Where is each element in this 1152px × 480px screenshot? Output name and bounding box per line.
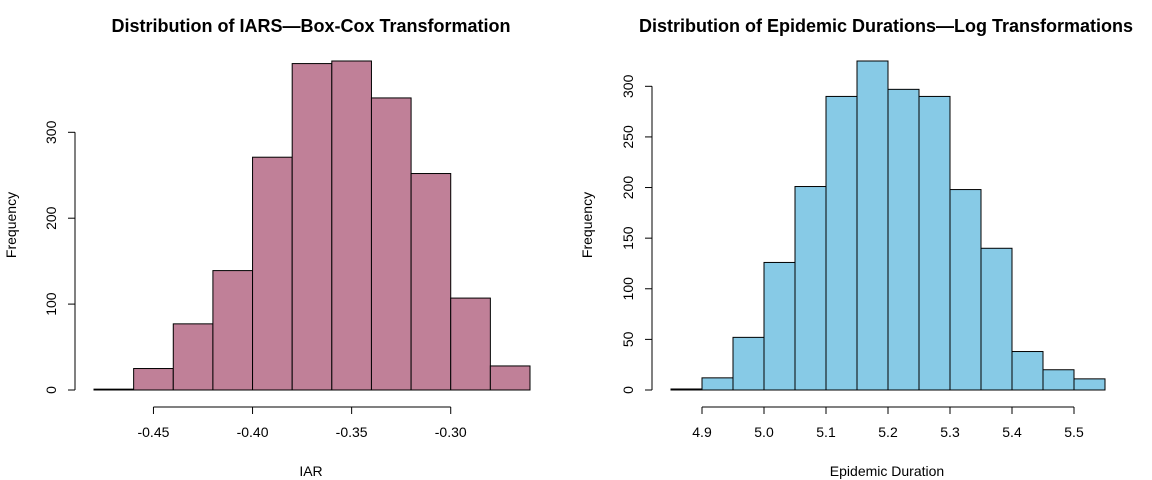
duration-bar-5 bbox=[825, 95, 858, 391]
duration-bar-8 bbox=[918, 95, 951, 391]
duration-y-tick-label-6: 300 bbox=[620, 74, 636, 98]
duration-x-axis-label: Epidemic Duration bbox=[830, 463, 944, 479]
iar-y-tick-label-0: 0 bbox=[43, 386, 59, 394]
iar-x-axis-label: IAR bbox=[299, 463, 322, 479]
iar-x-tick-label-1: -0.40 bbox=[237, 424, 269, 440]
iar-x-axis: -0.45 -0.40 -0.35 -0.30 bbox=[137, 406, 467, 440]
iar-bars bbox=[93, 60, 531, 391]
duration-x-tick-label-5: 5.4 bbox=[1002, 424, 1022, 440]
duration-histogram-panel: Distribution of Epidemic Durations—Log T… bbox=[579, 16, 1133, 479]
duration-bars bbox=[670, 60, 1106, 391]
iar-y-tick-label-3: 300 bbox=[43, 120, 59, 144]
duration-y-axis: 0 50 100 150 200 250 300 bbox=[620, 74, 653, 394]
duration-bar-3 bbox=[763, 261, 796, 391]
duration-bar-12 bbox=[1042, 369, 1075, 391]
iar-bar-1 bbox=[133, 368, 174, 391]
iar-bar-10 bbox=[489, 365, 531, 391]
duration-bar-6 bbox=[856, 60, 889, 391]
duration-y-tick-label-1: 50 bbox=[620, 331, 636, 347]
duration-bar-1 bbox=[701, 377, 734, 391]
iar-bar-2 bbox=[172, 323, 214, 391]
iar-y-axis: 0 100 200 300 bbox=[43, 120, 76, 394]
iar-bar-3 bbox=[212, 270, 254, 391]
iar-chart-title: Distribution of IARS—Box-Cox Transformat… bbox=[111, 16, 510, 36]
iar-bar-0 bbox=[93, 388, 135, 391]
iar-x-tick-label-0: -0.45 bbox=[137, 424, 169, 440]
iar-bar-5 bbox=[291, 63, 333, 391]
iar-bar-6 bbox=[331, 60, 372, 391]
duration-chart-title: Distribution of Epidemic Durations—Log T… bbox=[639, 16, 1133, 36]
duration-bar-0 bbox=[670, 388, 703, 391]
iar-histogram-panel: Distribution of IARS—Box-Cox Transformat… bbox=[3, 16, 531, 479]
duration-y-tick-label-4: 200 bbox=[620, 176, 636, 200]
duration-bar-13 bbox=[1073, 378, 1106, 391]
duration-y-tick-label-3: 150 bbox=[620, 226, 636, 250]
duration-bar-2 bbox=[732, 336, 765, 391]
iar-y-axis-label: Frequency bbox=[3, 192, 19, 258]
duration-y-axis-label: Frequency bbox=[579, 192, 595, 258]
duration-bar-7 bbox=[887, 88, 920, 391]
duration-x-axis: 4.9 5.0 5.1 5.2 5.3 5.4 5.5 bbox=[692, 406, 1084, 440]
iar-bar-9 bbox=[450, 297, 491, 391]
duration-x-tick-label-4: 5.3 bbox=[940, 424, 960, 440]
duration-x-tick-label-6: 5.5 bbox=[1064, 424, 1084, 440]
iar-bar-4 bbox=[252, 156, 293, 391]
duration-y-tick-label-2: 100 bbox=[620, 277, 636, 301]
iar-y-tick-label-2: 200 bbox=[43, 206, 59, 230]
iar-x-tick-label-2: -0.35 bbox=[336, 424, 368, 440]
iar-y-tick-label-1: 100 bbox=[43, 292, 59, 316]
duration-y-tick-label-5: 250 bbox=[620, 125, 636, 149]
duration-x-tick-label-0: 4.9 bbox=[692, 424, 712, 440]
duration-bar-4 bbox=[794, 186, 827, 391]
iar-bar-7 bbox=[370, 97, 412, 391]
duration-bar-11 bbox=[1011, 351, 1044, 391]
duration-x-tick-label-2: 5.1 bbox=[816, 424, 836, 440]
duration-bar-10 bbox=[980, 247, 1013, 391]
iar-bar-8 bbox=[410, 173, 452, 391]
iar-x-tick-label-3: -0.30 bbox=[435, 424, 467, 440]
duration-bar-9 bbox=[949, 189, 982, 391]
duration-x-tick-label-1: 5.0 bbox=[754, 424, 774, 440]
duration-y-tick-label-0: 0 bbox=[620, 386, 636, 394]
duration-x-tick-label-3: 5.2 bbox=[878, 424, 898, 440]
